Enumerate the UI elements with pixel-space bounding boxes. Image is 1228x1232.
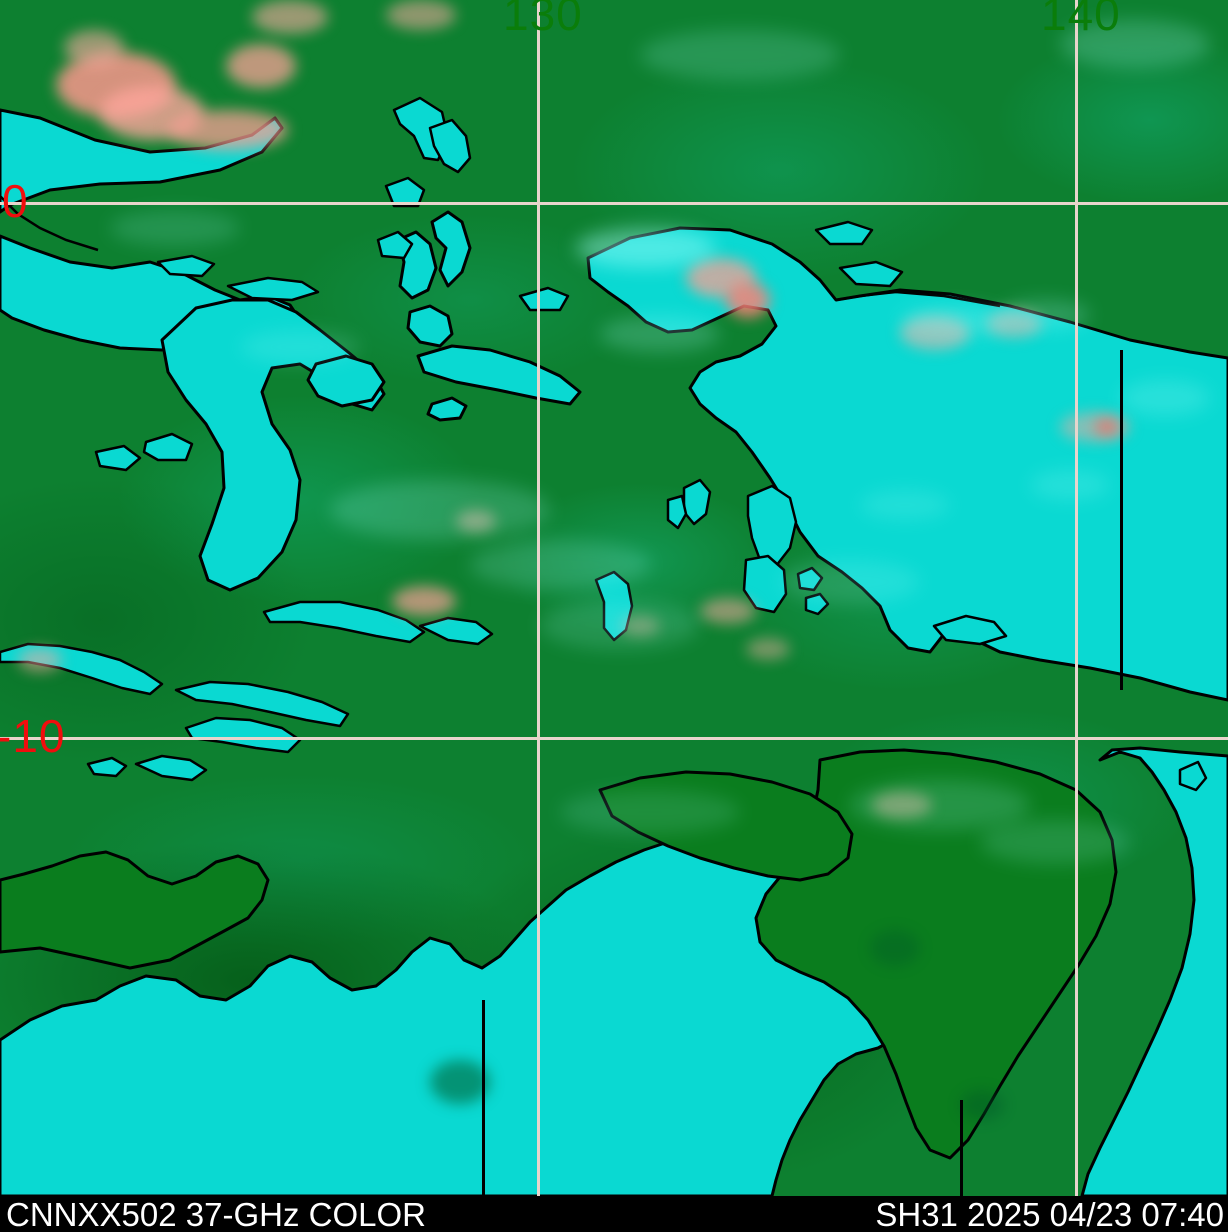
- border-indonesia-png: [1120, 350, 1123, 690]
- rain-cell-7: [386, 0, 456, 30]
- cloud-patch-11: [780, 560, 920, 604]
- land-sumba: [134, 754, 208, 782]
- latitude-label-neg10: -10: [0, 710, 66, 762]
- gridline-longitude-140: [1075, 0, 1078, 1196]
- cloud-patch-13: [980, 820, 1130, 864]
- rain-cell-10: [900, 316, 970, 350]
- cloud-scatter-overlay: [110, 20, 1210, 1120]
- rain-cell-17: [746, 638, 790, 660]
- rain-cell-5: [226, 44, 296, 88]
- land-kai-b: [666, 494, 688, 530]
- land-halmahera-south: [406, 304, 454, 348]
- land-halmahera-north: [430, 210, 472, 288]
- rain-cell-6: [252, 0, 328, 34]
- cloud-patch-5: [1120, 380, 1210, 416]
- rain-cell-9: [726, 282, 770, 318]
- longitude-label-140: 140: [1041, 0, 1121, 40]
- land-islet-n1: [518, 286, 570, 312]
- dark-patch-1: [430, 1060, 490, 1104]
- dark-patch-2: [960, 1090, 1004, 1120]
- land-papua-south-warm: [598, 770, 854, 882]
- border-australia-nt-qld: [960, 1100, 963, 1196]
- land-arnhem-warm: [0, 850, 270, 970]
- land-island-chain-c: [418, 616, 494, 646]
- gridline-longitude-130: [537, 0, 540, 1196]
- cloud-patch-8: [330, 480, 550, 540]
- precipitation-overlay: [18, 0, 1130, 818]
- land-aru-north: [746, 484, 798, 568]
- cloud-patch-6: [1030, 470, 1110, 500]
- land-aru-south: [742, 554, 788, 614]
- coast-detail-b: [835, 290, 1001, 308]
- dark-patch-3: [870, 930, 920, 966]
- cloud-patch-14: [560, 790, 740, 834]
- rain-cell-3: [168, 110, 288, 150]
- land-cape-york-east: [1080, 746, 1228, 1196]
- gridline-latitude-neg10: [0, 737, 1228, 740]
- land-islet-n5: [94, 444, 142, 472]
- footer-bar: CNNXX502 37-GHz COLOR SH31 2025 04/23 07…: [0, 1196, 1228, 1232]
- land-islet-yapen: [838, 260, 904, 288]
- cloud-patch-16: [1060, 20, 1210, 68]
- rain-cell-14: [392, 586, 456, 616]
- cloud-patch-18: [110, 210, 240, 246]
- cloud-patch-2: [600, 316, 720, 352]
- cloud-patch-7: [860, 490, 950, 520]
- land-islet-torres: [1178, 760, 1208, 792]
- land-timor-west: [184, 716, 302, 754]
- cloud-patch-15: [640, 30, 840, 80]
- latitude-label-0: 0: [2, 175, 29, 227]
- land-buru: [306, 354, 386, 408]
- cloud-patch-3: [900, 306, 1010, 336]
- land-island-small-a: [86, 756, 128, 778]
- rain-cell-13: [1094, 418, 1120, 436]
- timestamp-label: SH31 2025 04/23 07:40: [875, 1196, 1224, 1232]
- land-islet-biak: [814, 220, 874, 246]
- rain-cell-4: [64, 30, 124, 66]
- rain-cell-20: [620, 616, 660, 636]
- land-aru-islet-a: [796, 566, 824, 592]
- coast-detail-a: [0, 195, 99, 252]
- product-label: CNNXX502 37-GHz COLOR: [6, 1196, 426, 1232]
- rain-cell-18: [18, 648, 62, 672]
- cloud-patch-10: [540, 600, 700, 650]
- land-islet-south-papua: [932, 614, 1008, 646]
- coastline-overlay: [0, 96, 1228, 1196]
- land-islet-n2: [226, 276, 320, 302]
- longitude-label-130: 130: [503, 0, 583, 40]
- land-islet-n4: [142, 432, 194, 462]
- gridline-latitude-0: [0, 202, 1228, 205]
- cloud-patch-9: [470, 540, 650, 590]
- land-islet-w4: [376, 230, 414, 260]
- rain-cell-15: [456, 510, 496, 532]
- land-islet-w2: [428, 118, 472, 174]
- land-flores: [174, 680, 350, 728]
- rain-cell-11: [986, 310, 1042, 338]
- land-aru-islet-b: [804, 592, 830, 616]
- cloud-patch-17: [240, 330, 360, 364]
- land-tanimbar: [594, 570, 634, 642]
- land-island-chain-b: [262, 600, 426, 644]
- cloud-patch-1: [576, 228, 716, 268]
- rain-cell-19: [872, 792, 932, 818]
- cloud-patch-12: [850, 780, 1030, 830]
- rain-cell-16: [700, 598, 756, 624]
- satellite-map-canvas[interactable]: 130 140 0 -10: [0, 0, 1228, 1196]
- border-australia-wa-nt: [482, 1000, 485, 1196]
- land-islet-n3: [156, 254, 216, 278]
- land-new-guinea: [586, 226, 1228, 702]
- land-ambon: [426, 396, 468, 422]
